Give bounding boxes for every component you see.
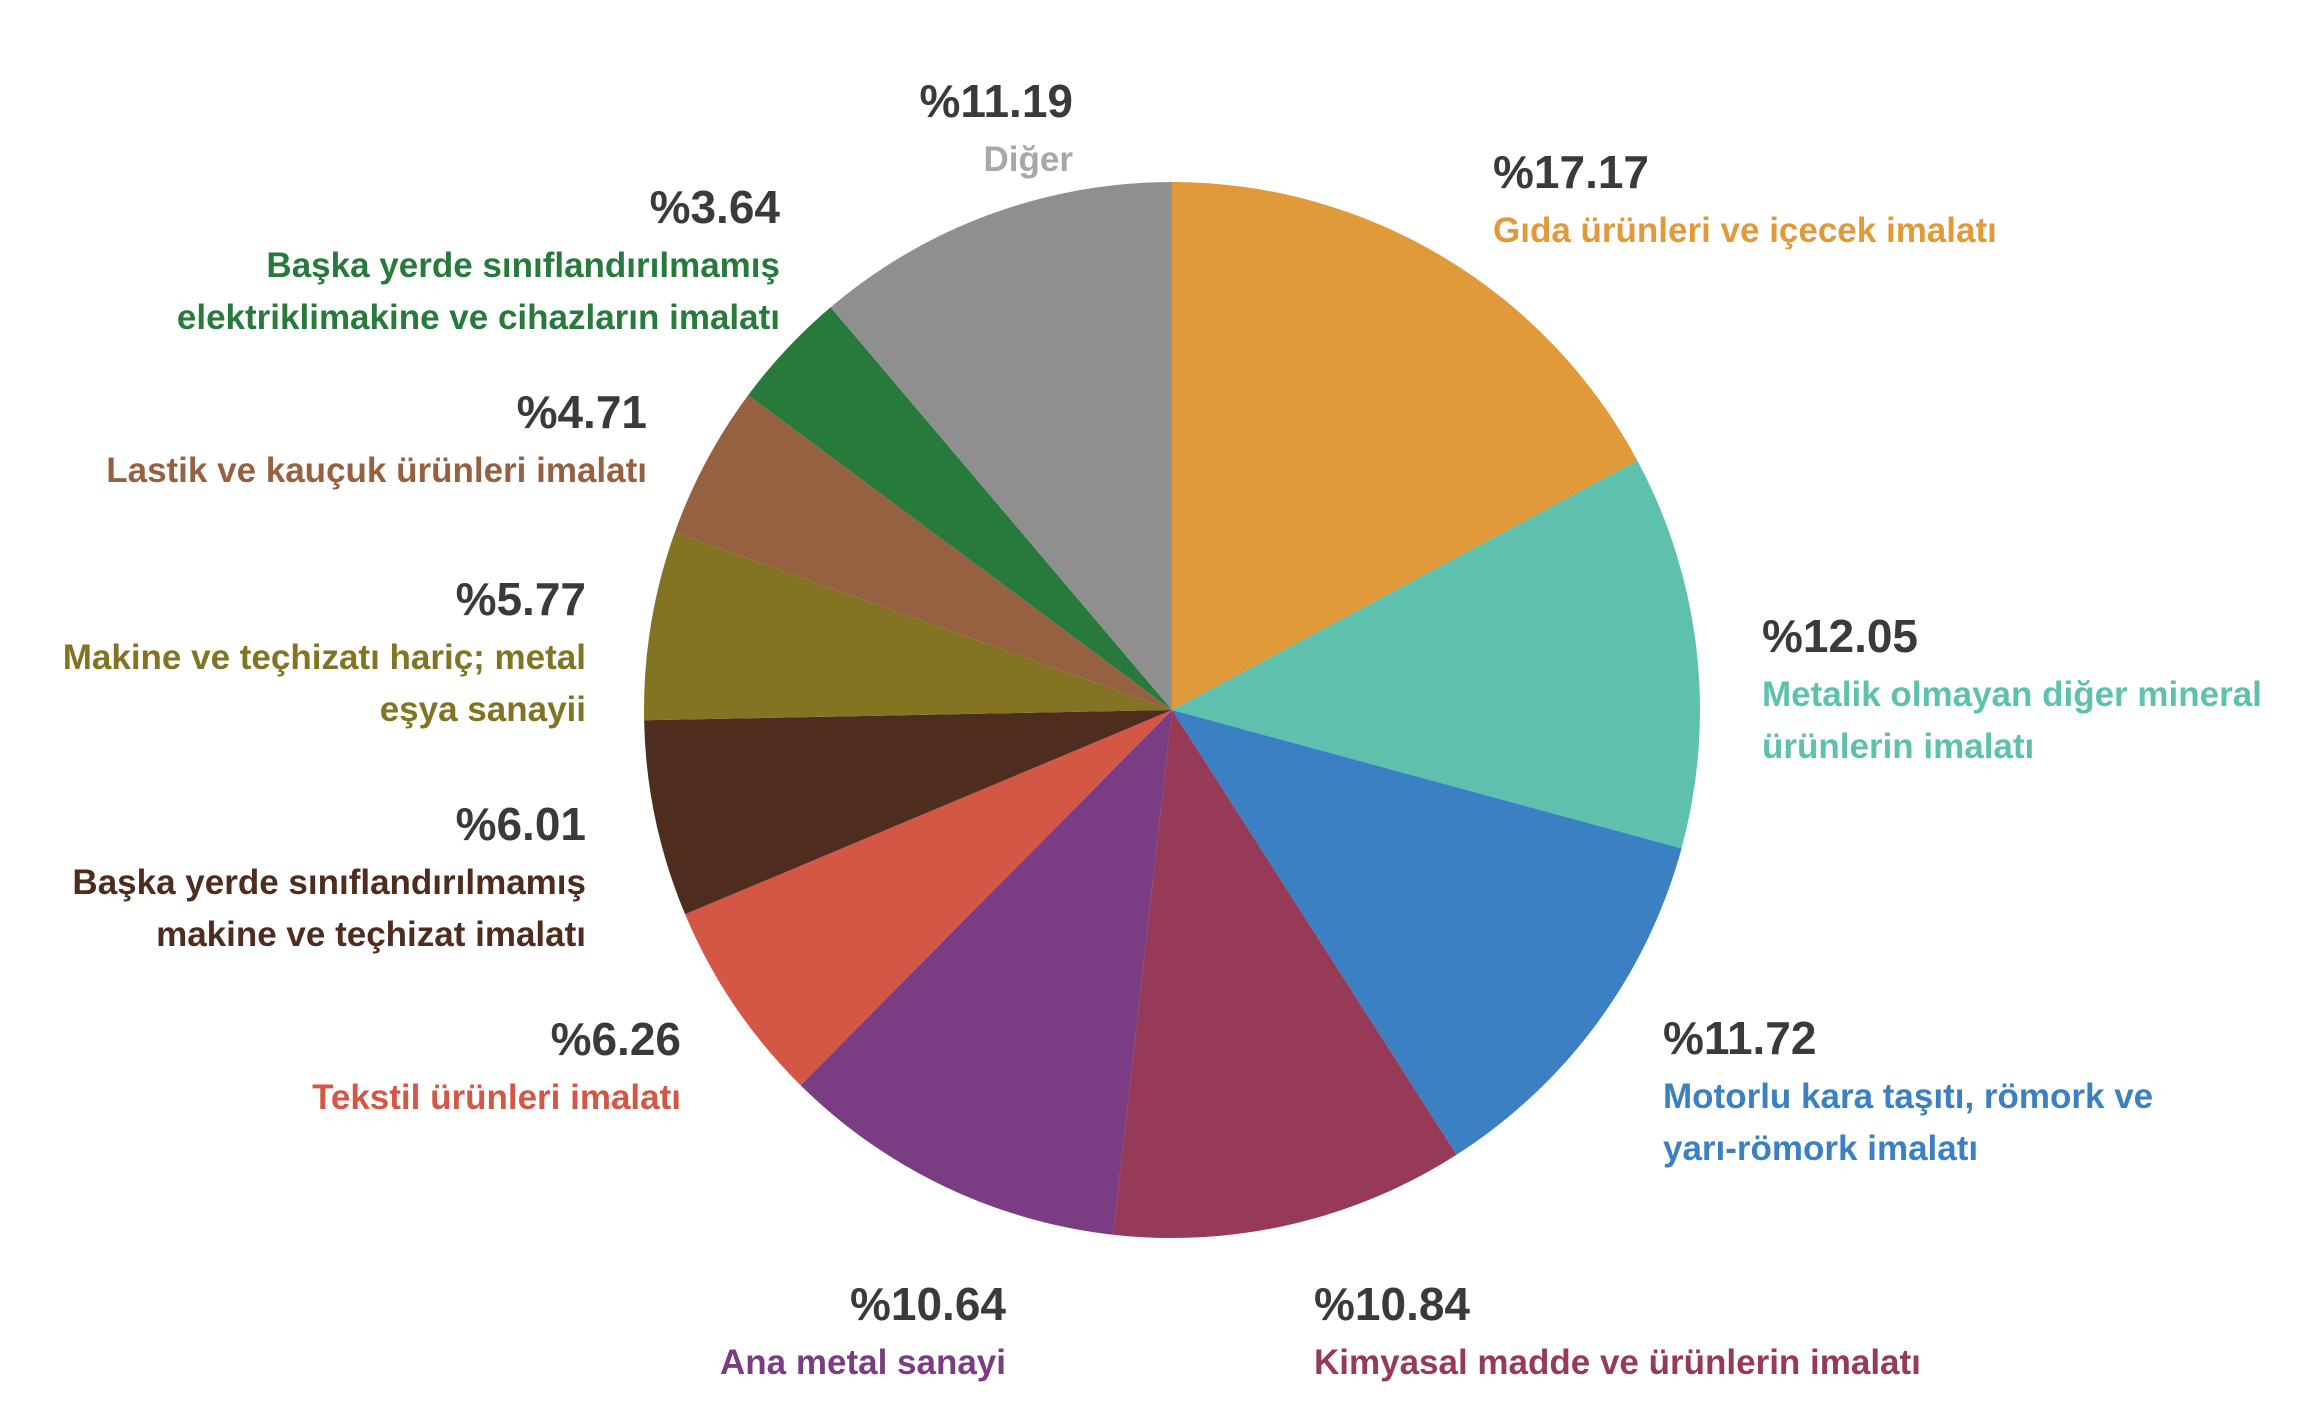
slice-name-line: Diğer (984, 140, 1074, 179)
pie-slice-1 (1172, 182, 1638, 710)
slice-name-line: Lastik ve kauçuk ürünleri imalatı (106, 451, 647, 490)
pie-slice-5 (800, 710, 1172, 1235)
slice-label-6: %6.26 Tekstil ürünleri imalatı (312, 1013, 681, 1117)
slice-name-line: Tekstil ürünleri imalatı (312, 1078, 681, 1117)
pie-slice-11 (830, 182, 1172, 710)
slice-percentage: %3.64 (650, 181, 781, 233)
slice-name-line: elektriklimakine ve cihazların imalatı (177, 298, 780, 337)
slice-name-line: yarı-römork imalatı (1663, 1129, 1978, 1168)
slice-name-line: eşya sanayii (380, 690, 586, 729)
slice-percentage: %6.26 (551, 1013, 681, 1065)
slice-label-4: %10.84 Kimyasal madde ve ürünlerin imalat… (1314, 1278, 1921, 1382)
pie-slice-7 (644, 710, 1172, 915)
pie-slice-2 (1172, 460, 1701, 849)
slice-percentage: %17.17 (1493, 146, 1649, 198)
slice-label-11: %11.19 Diğer (920, 75, 1074, 179)
slice-percentage: %4.71 (517, 386, 647, 438)
slice-label-9: %4.71 Lastik ve kauçuk ürünleri imalatı (106, 386, 647, 490)
slice-name-line: Başka yerde sınıflandırılmamış (72, 863, 586, 902)
slice-percentage: %11.72 (1663, 1012, 1816, 1064)
pie-slice-6 (685, 710, 1172, 1086)
slice-name-line: ürünlerin imalatı (1762, 727, 2034, 766)
slice-label-10: %3.64 Başka yerde sınıflandırılmamış elekt… (177, 181, 781, 337)
slice-name-line: Başka yerde sınıflandırılmamış (266, 246, 780, 285)
pie-slice-8 (644, 532, 1172, 721)
slice-name-line: Gıda ürünleri ve içecek imalatı (1493, 211, 1997, 250)
pie-slice-4 (1113, 710, 1457, 1239)
slice-name-line: makine ve teçhizat imalatı (156, 915, 586, 954)
pie-slice-10 (748, 307, 1172, 710)
slice-percentage: %10.84 (1314, 1278, 1470, 1330)
slice-percentage: %12.05 (1762, 610, 1918, 662)
slice-label-2: %12.05 Metalik olmayan diğer mineral ürünl… (1762, 610, 2262, 766)
slice-percentage: %10.64 (850, 1278, 1006, 1330)
slice-percentage: %6.01 (456, 798, 586, 850)
slice-name-line: Metalik olmayan diğer mineral (1762, 675, 2262, 714)
slice-label-7: %6.01 Başka yerde sınıflandırılmamış makin… (72, 798, 586, 954)
slice-percentage: %11.19 (920, 75, 1073, 127)
slice-label-8: %5.77 Makine ve teçhizatı hariç; metal eşy… (63, 573, 586, 729)
pie-slices (644, 182, 1701, 1239)
pie-slice-3 (1172, 710, 1682, 1155)
slice-label-1: %17.17 Gıda ürünleri ve içecek imalatı (1493, 146, 1997, 250)
pie-labels: %17.17 Gıda ürünleri ve içecek imalatı %12… (63, 75, 2262, 1382)
slice-name-line: Ana metal sanayi (720, 1343, 1006, 1382)
slice-name-line: Kimyasal madde ve ürünlerin imalatı (1314, 1343, 1921, 1382)
pie-slice-9 (674, 395, 1172, 710)
slice-percentage: %5.77 (456, 573, 586, 625)
slice-name-line: Motorlu kara taşıtı, römork ve (1663, 1077, 2153, 1116)
slice-label-3: %11.72 Motorlu kara taşıtı, römork ve yarı… (1663, 1012, 2153, 1168)
slice-label-5: %10.64 Ana metal sanayi (720, 1278, 1006, 1382)
slice-name-line: Makine ve teçhizatı hariç; metal (63, 638, 586, 677)
